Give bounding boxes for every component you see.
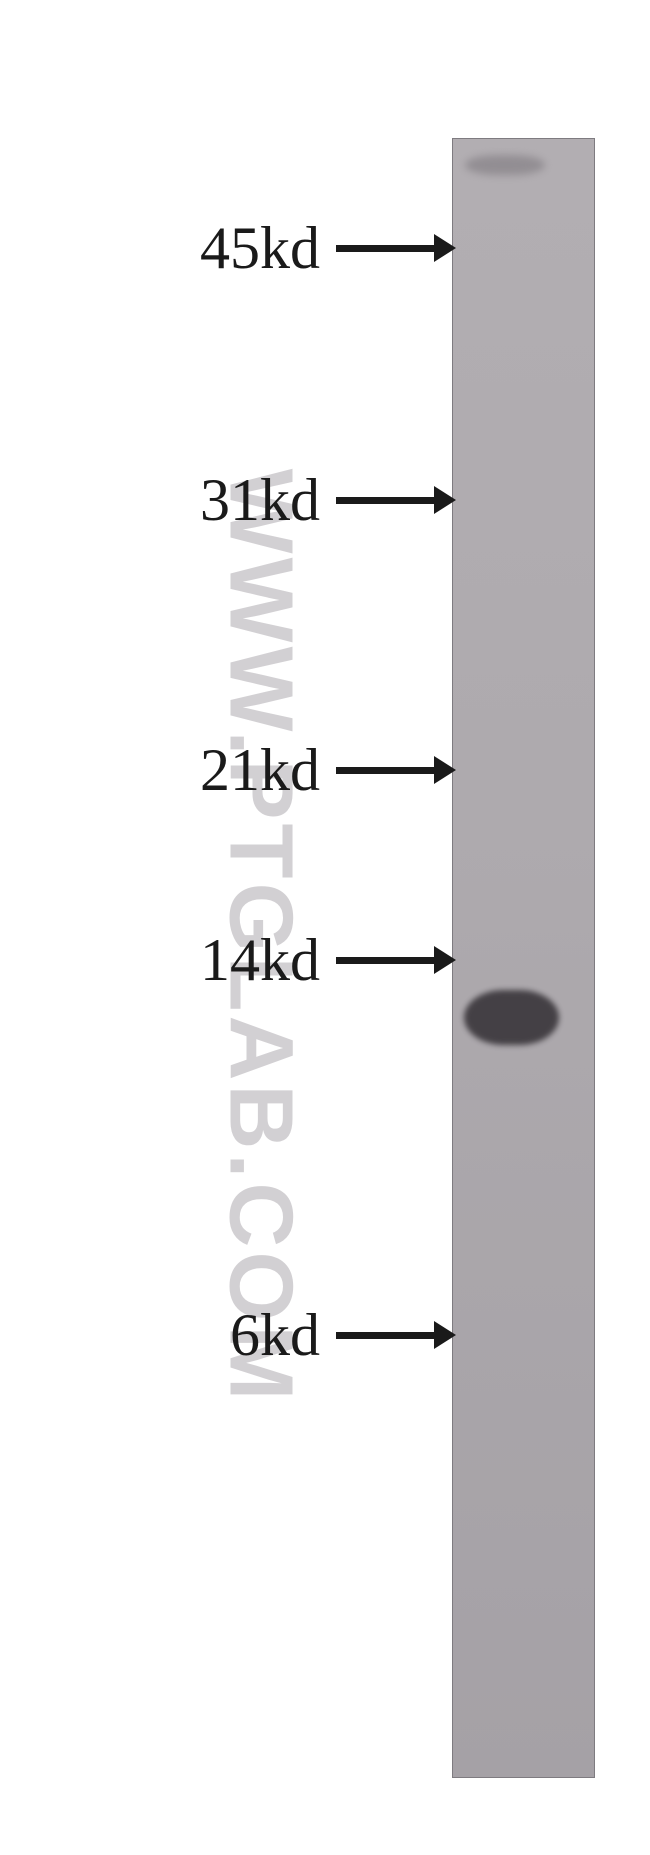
blot-lane xyxy=(452,138,595,1778)
mw-marker-31kd: 31kd xyxy=(140,470,436,530)
arrow-head-icon xyxy=(434,234,456,262)
band-1 xyxy=(465,155,545,175)
mw-marker-label: 31kd xyxy=(140,466,320,535)
arrow-head-icon xyxy=(434,486,456,514)
arrow-head-icon xyxy=(434,946,456,974)
mw-marker-6kd: 6kd xyxy=(140,1305,436,1365)
mw-marker-45kd: 45kd xyxy=(140,218,436,278)
arrow-right-icon xyxy=(336,1332,436,1339)
mw-marker-label: 21kd xyxy=(140,736,320,805)
mw-marker-14kd: 14kd xyxy=(140,930,436,990)
arrow-head-icon xyxy=(434,756,456,784)
arrow-right-icon xyxy=(336,957,436,964)
mw-marker-label: 45kd xyxy=(140,214,320,283)
band-0 xyxy=(464,990,559,1045)
arrow-right-icon xyxy=(336,245,436,252)
mw-marker-label: 6kd xyxy=(140,1301,320,1370)
mw-marker-21kd: 21kd xyxy=(140,740,436,800)
arrow-right-icon xyxy=(336,767,436,774)
mw-marker-label: 14kd xyxy=(140,926,320,995)
arrow-right-icon xyxy=(336,497,436,504)
arrow-head-icon xyxy=(434,1321,456,1349)
